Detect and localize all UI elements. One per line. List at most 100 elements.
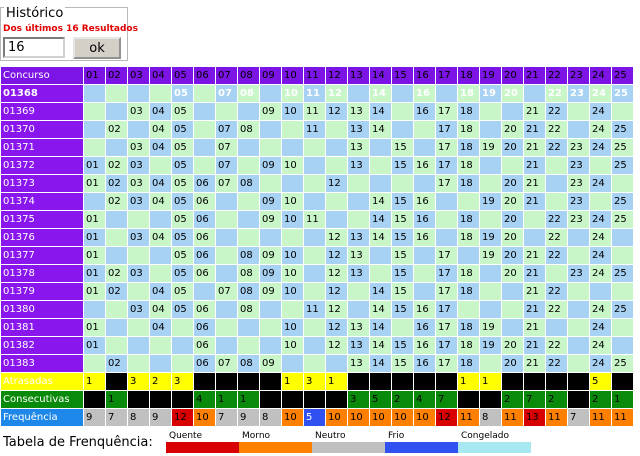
draw-cell — [237, 228, 260, 247]
number-header: 10 — [281, 66, 304, 85]
draw-cell: 05 — [171, 156, 194, 175]
ok-button[interactable]: ok — [73, 37, 121, 59]
legend-item: Frio — [385, 431, 458, 455]
draw-cell — [501, 282, 524, 301]
draw-cell: 07 — [215, 138, 238, 157]
draw-cell: 06 — [193, 300, 216, 319]
draw-cell — [545, 264, 568, 283]
draw-cell — [83, 354, 106, 373]
draw-cell: 06 — [193, 210, 216, 229]
draw-cell — [523, 228, 546, 247]
draw-cell — [281, 228, 304, 247]
draw-cell: 08 — [237, 282, 260, 301]
draw-cell — [237, 156, 260, 175]
draw-cell: 22 — [545, 354, 568, 373]
draw-cell — [83, 192, 106, 211]
draw-cell — [479, 174, 502, 193]
draw-cell: 15 — [391, 156, 414, 175]
draw-cell — [413, 138, 436, 157]
draw-cell: 07 — [215, 156, 238, 175]
draw-cell: 17 — [435, 138, 458, 157]
legend-title: Tabela de Frenquência: — [3, 435, 153, 450]
draw-cell: 08 — [237, 246, 260, 265]
consecutivas-cell: 2 — [501, 390, 524, 409]
number-header: 14 — [369, 66, 392, 85]
draw-cell: 01 — [83, 318, 106, 337]
draw-cell: 21 — [523, 156, 546, 175]
draw-cell — [193, 138, 216, 157]
draw-cell — [281, 138, 304, 157]
frequencia-cell: 8 — [127, 408, 150, 427]
draw-cell: 15 — [391, 192, 414, 211]
legend-swatch — [239, 442, 312, 453]
concurso-number: 01378 — [0, 264, 84, 283]
legend-label: Frio — [388, 431, 405, 441]
draw-cell — [369, 246, 392, 265]
concurso-number: 01376 — [0, 228, 84, 247]
draw-cell: 12 — [325, 228, 348, 247]
frequencia-cell: 12 — [435, 408, 458, 427]
draw-cell: 21 — [523, 192, 546, 211]
consecutivas-cell: 7 — [435, 390, 458, 409]
draw-cell — [611, 336, 634, 355]
draw-cell — [567, 120, 590, 139]
atrasadas-cell — [523, 372, 546, 391]
draw-cell — [105, 318, 128, 337]
draw-cell — [479, 156, 502, 175]
draw-cell: 16 — [413, 156, 436, 175]
draw-cell: 14 — [369, 336, 392, 355]
draw-cell: 12 — [325, 336, 348, 355]
draw-cell — [259, 84, 282, 103]
draw-cell — [149, 210, 172, 229]
draw-row: 01377 01 05 06 08 09 10 12 13 15 17 19 20 21 22 24 — [0, 246, 634, 265]
atrasadas-row: Atrasadas 1 3 2 3 1 3 1 1 1 5 — [0, 372, 634, 391]
draw-row: 01378 01 02 03 05 06 08 09 10 12 13 15 17 18 20 21 23 24 2… — [0, 264, 634, 283]
number-header: 16 — [413, 66, 436, 85]
draw-cell — [149, 264, 172, 283]
draw-cell — [149, 336, 172, 355]
draw-row: 01374 02 03 04 05 06 09 10 14 15 16 19 20 21 23 25 — [0, 192, 634, 211]
draw-cell: 11 — [303, 300, 326, 319]
atrasadas-cell — [347, 372, 370, 391]
draw-cell: 21 — [523, 264, 546, 283]
draw-cell: 21 — [523, 336, 546, 355]
frequencia-cell: 7 — [105, 408, 128, 427]
historico-title: Histórico — [4, 6, 66, 21]
consecutivas-cell: 1 — [215, 390, 238, 409]
draw-cell: 04 — [149, 300, 172, 319]
draw-cell: 02 — [105, 264, 128, 283]
draw-cell — [413, 120, 436, 139]
draw-cell — [369, 174, 392, 193]
draw-cell: 17 — [435, 102, 458, 121]
draw-cell — [413, 246, 436, 265]
consecutivas-cell: 2 — [391, 390, 414, 409]
draw-cell — [325, 156, 348, 175]
results-count-input[interactable] — [3, 37, 65, 58]
draw-cell: 20 — [501, 84, 524, 103]
draw-cell: 14 — [369, 120, 392, 139]
draw-cell — [325, 210, 348, 229]
draw-cell: 06 — [193, 228, 216, 247]
draw-cell: 23 — [567, 264, 590, 283]
concurso-number: 01372 — [0, 156, 84, 175]
number-header: 15 — [391, 66, 414, 85]
draw-cell: 07 — [215, 84, 238, 103]
draw-cell: 06 — [193, 336, 216, 355]
draw-cell — [501, 102, 524, 121]
draw-cell: 21 — [523, 120, 546, 139]
draw-cell — [545, 156, 568, 175]
draw-cell: 15 — [391, 228, 414, 247]
draw-cell: 21 — [523, 318, 546, 337]
draw-cell: 13 — [347, 336, 370, 355]
draw-cell: 18 — [457, 210, 480, 229]
draw-cell: 21 — [523, 354, 546, 373]
consecutivas-cell: 1 — [611, 390, 634, 409]
atrasadas-cell — [413, 372, 436, 391]
draw-cell: 24 — [589, 300, 612, 319]
draw-cell — [435, 192, 458, 211]
draw-cell: 10 — [281, 102, 304, 121]
draw-cell: 04 — [149, 120, 172, 139]
historico-panel: Histórico Dos últimos 16 Resultados ok — [0, 6, 138, 61]
number-header: 13 — [347, 66, 370, 85]
draw-cell — [611, 174, 634, 193]
